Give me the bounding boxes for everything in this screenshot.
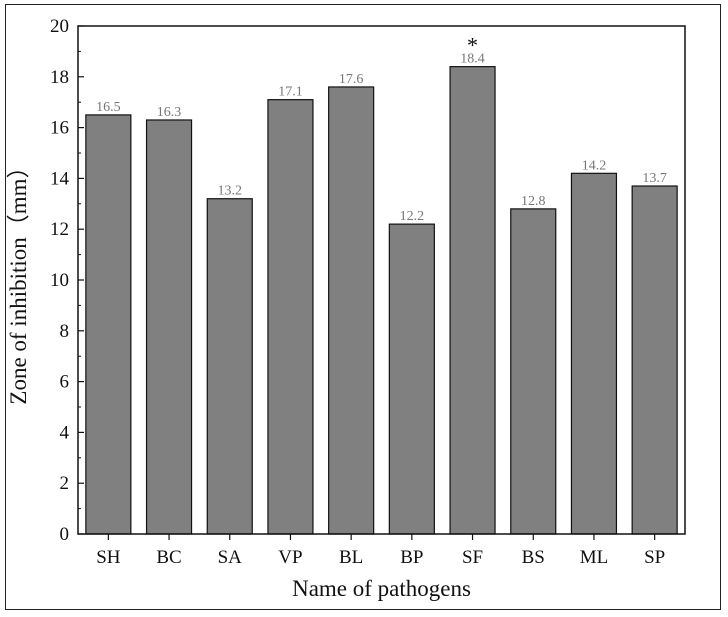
data-label: 16.5 [96, 100, 121, 115]
y-tick-label: 16 [50, 118, 69, 139]
x-tick-label: SF [462, 547, 483, 568]
y-tick-label: 10 [50, 270, 69, 291]
data-label: 14.2 [582, 158, 607, 173]
y-tick-label: 2 [60, 473, 70, 494]
bar-sh [85, 114, 132, 535]
y-tick-label: 6 [60, 372, 70, 393]
x-tick-label: SA [218, 547, 243, 568]
x-axis-title: Name of pathogens [292, 576, 471, 601]
bar-sf [449, 66, 496, 535]
plot-area-border [77, 25, 686, 535]
x-tick-label: BS [522, 547, 545, 568]
labels-group: 0 2 4 6 8 10 12 14 16 18 20 SH 16.5 BC 16.3 SA 13.2 VP 17.… [50, 16, 667, 568]
data-label: 12.8 [521, 194, 546, 209]
x-tick-label: SH [96, 547, 121, 568]
x-tick-label: VP [278, 547, 302, 568]
bar-bp [388, 223, 435, 535]
data-label: 18.4 [460, 52, 485, 67]
y-tick-label: 14 [50, 168, 70, 189]
data-label: 13.7 [642, 171, 667, 186]
bar-sp [631, 185, 678, 535]
y-axis-title: Zone of inhibition（mm） [6, 155, 31, 404]
data-label: 13.2 [218, 184, 243, 199]
x-tick-label: BL [339, 547, 363, 568]
x-tick-label: BP [400, 547, 423, 568]
y-tick-label: 18 [50, 67, 69, 88]
bar-bc [145, 119, 193, 535]
x-tick-label: SP [644, 547, 665, 568]
y-tick-label: 8 [60, 321, 70, 342]
y-tick-label: 12 [50, 219, 69, 240]
x-tick-label: ML [580, 547, 609, 568]
data-label: 12.2 [400, 209, 425, 224]
bar-vp [267, 99, 314, 535]
bar-bl [328, 86, 375, 535]
y-tick-label: 20 [50, 16, 69, 37]
bars-group [85, 66, 678, 535]
bar-bs [510, 208, 557, 535]
y-tick-label: 0 [60, 524, 70, 545]
bar-sa [206, 198, 253, 535]
x-tick-label: BC [156, 547, 181, 568]
data-label: 17.1 [278, 85, 303, 100]
bar-ml [570, 172, 618, 535]
y-tick-label: 4 [60, 422, 70, 443]
data-label: 16.3 [157, 105, 182, 120]
significance-marker: * [467, 33, 478, 58]
data-label: 17.6 [339, 72, 364, 87]
